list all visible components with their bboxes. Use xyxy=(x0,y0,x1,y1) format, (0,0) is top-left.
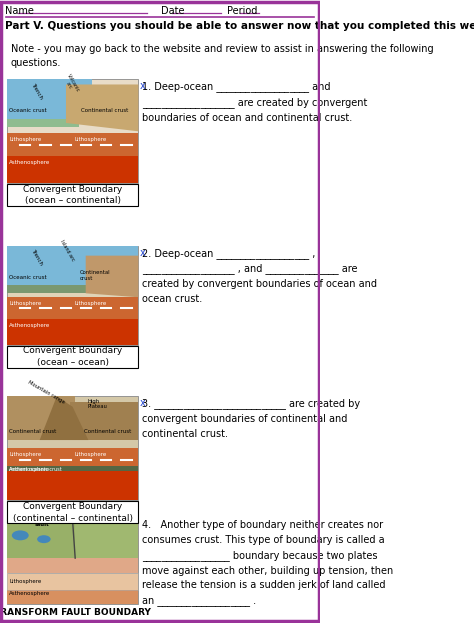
Text: 4.   Another type of boundary neither creates nor
consumes crust. This type of b: 4. Another type of boundary neither crea… xyxy=(142,520,393,606)
Bar xyxy=(7,520,75,558)
Bar xyxy=(7,286,138,293)
Text: x: x xyxy=(140,398,146,408)
Text: x: x xyxy=(140,81,146,91)
Text: x: x xyxy=(140,248,146,258)
Bar xyxy=(7,298,138,319)
Bar xyxy=(7,466,138,471)
Bar xyxy=(7,590,138,604)
Text: Continental crust: Continental crust xyxy=(84,429,132,434)
Bar xyxy=(75,523,138,562)
Text: Note - you may go back to the website and review to assist in answering the foll: Note - you may go back to the website an… xyxy=(11,43,433,67)
Text: Lithosphere: Lithosphere xyxy=(74,452,107,457)
Text: Asthenosphere: Asthenosphere xyxy=(9,591,51,596)
Text: Asthenosphere: Asthenosphere xyxy=(9,323,51,328)
Bar xyxy=(7,156,138,183)
Text: Lithosphere: Lithosphere xyxy=(9,579,42,584)
Ellipse shape xyxy=(12,530,29,540)
Bar xyxy=(7,246,138,345)
Polygon shape xyxy=(7,396,75,440)
Text: Continental crust: Continental crust xyxy=(9,429,57,434)
Text: Island arc: Island arc xyxy=(59,238,75,262)
Text: Lithosphere: Lithosphere xyxy=(9,137,42,142)
Text: TRANSFORM FAULT BOUNDARY: TRANSFORM FAULT BOUNDARY xyxy=(0,608,151,618)
Bar xyxy=(7,520,138,604)
Text: Continental crust: Continental crust xyxy=(81,108,128,113)
Bar xyxy=(7,558,138,573)
Text: Lithosphere: Lithosphere xyxy=(74,137,107,142)
Text: Mountain range: Mountain range xyxy=(27,380,66,405)
Text: Continental
crust: Continental crust xyxy=(80,270,110,281)
Text: Period: Period xyxy=(227,6,257,16)
Text: Convergent Boundary
(ocean – continental): Convergent Boundary (ocean – continental… xyxy=(23,185,122,206)
Bar xyxy=(7,79,92,119)
Bar xyxy=(7,79,138,183)
Text: Lithosphere: Lithosphere xyxy=(74,301,107,306)
Bar xyxy=(7,346,138,367)
Ellipse shape xyxy=(37,535,51,543)
Polygon shape xyxy=(70,401,138,440)
Text: Volcanic
arc: Volcanic arc xyxy=(61,72,81,95)
Polygon shape xyxy=(40,396,88,440)
Bar xyxy=(7,448,138,471)
Bar xyxy=(7,184,138,206)
Bar xyxy=(7,573,138,590)
Text: Continental
crust: Continental crust xyxy=(76,514,112,525)
Text: Trench: Trench xyxy=(30,82,44,100)
Text: Asthenosphere: Asthenosphere xyxy=(9,160,51,165)
Text: Transform
fault: Transform fault xyxy=(26,516,57,527)
Text: Name: Name xyxy=(5,6,34,16)
Text: Asthenosphere: Asthenosphere xyxy=(9,467,51,472)
Polygon shape xyxy=(66,84,138,131)
Text: Part V. Questions you should be able to answer now that you completed this webqu: Part V. Questions you should be able to … xyxy=(5,21,474,31)
Text: Convergent Boundary
(continental – continental): Convergent Boundary (continental – conti… xyxy=(12,502,133,523)
Bar xyxy=(7,501,138,523)
Text: Oceanic crust: Oceanic crust xyxy=(9,108,47,113)
Bar xyxy=(7,319,138,345)
Text: Lithosphere: Lithosphere xyxy=(9,452,42,457)
Text: 1. Deep-ocean ___________________ and
___________________ are created by converg: 1. Deep-ocean ___________________ and __… xyxy=(142,81,367,123)
Text: Trench: Trench xyxy=(30,248,44,267)
Text: Lithosphere: Lithosphere xyxy=(9,301,42,306)
Bar xyxy=(7,133,138,156)
Text: 3. ___________________________ are created by
convergent boundaries of continent: 3. ___________________________ are creat… xyxy=(142,398,360,439)
Text: Ancient oceanic crust: Ancient oceanic crust xyxy=(9,467,62,472)
Text: Date: Date xyxy=(161,6,184,16)
Bar xyxy=(7,573,138,590)
Text: 2. Deep-ocean ___________________ ,
___________________ , and _______________ ar: 2. Deep-ocean ___________________ , ____… xyxy=(142,248,377,304)
Text: Convergent Boundary
(ocean – ocean): Convergent Boundary (ocean – ocean) xyxy=(23,347,122,367)
Polygon shape xyxy=(86,255,138,298)
Text: Oceanic crust: Oceanic crust xyxy=(9,275,47,280)
Polygon shape xyxy=(7,119,79,127)
Text: High
Plateau: High Plateau xyxy=(88,399,108,409)
Bar xyxy=(7,396,138,501)
Bar xyxy=(7,471,138,501)
Bar xyxy=(7,246,138,286)
